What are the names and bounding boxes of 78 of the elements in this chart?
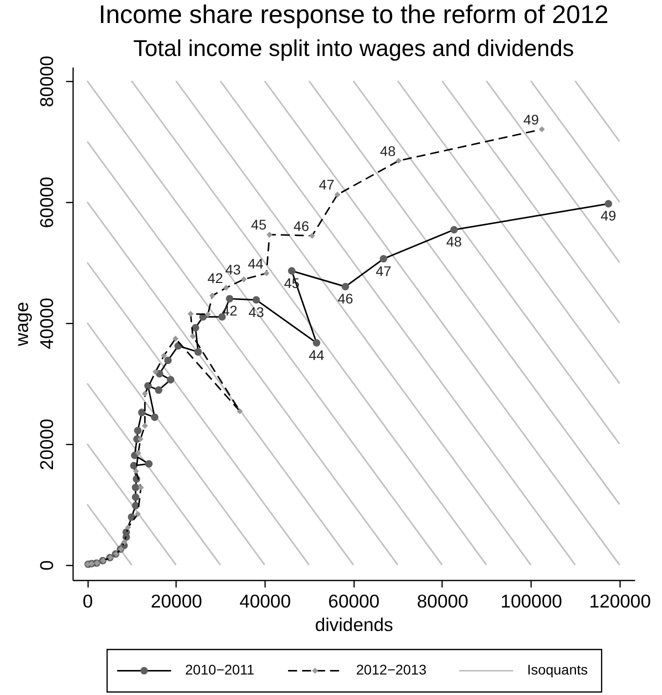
y-tick-label: 80000 <box>36 56 58 108</box>
point <box>309 232 316 239</box>
point <box>194 348 202 356</box>
annotation: 47 <box>318 176 335 193</box>
x-tick-label: 60000 <box>328 590 380 612</box>
point <box>226 294 234 302</box>
point <box>138 484 144 490</box>
point <box>172 336 179 342</box>
annotation: 48 <box>446 234 462 250</box>
x-tick-label: 80000 <box>416 590 468 612</box>
point <box>152 368 159 375</box>
point <box>209 292 216 299</box>
point <box>138 408 146 416</box>
point <box>192 324 200 332</box>
y-tick-label: 0 <box>36 560 58 571</box>
x-axis-title: dividends <box>315 614 394 635</box>
point <box>380 255 388 263</box>
point <box>334 192 340 198</box>
point <box>150 414 158 421</box>
point <box>125 524 132 530</box>
point <box>164 356 172 364</box>
point <box>538 126 545 132</box>
annotation: 44 <box>308 346 325 363</box>
point <box>134 511 141 518</box>
y-tick-label: 60000 <box>36 176 58 228</box>
annotation: 43 <box>248 304 264 320</box>
point <box>188 310 194 317</box>
legend-label: 2010−2011 <box>185 662 255 678</box>
annotation: 46 <box>294 218 310 234</box>
point <box>160 352 167 359</box>
annotation: 45 <box>250 216 267 233</box>
x-tick-label: 120000 <box>589 590 651 612</box>
y-tick-label: 20000 <box>36 418 58 470</box>
x-tick-label: 40000 <box>239 590 291 612</box>
point <box>132 484 140 492</box>
legend-label: Isoquants <box>527 662 588 678</box>
point <box>263 270 270 276</box>
point <box>130 462 138 470</box>
point <box>288 267 296 275</box>
point <box>133 468 140 474</box>
annotation: 43 <box>225 261 242 278</box>
point <box>142 390 148 397</box>
x-tick-label: 100000 <box>500 590 562 612</box>
point <box>154 386 162 394</box>
point <box>604 200 612 208</box>
point <box>190 333 196 340</box>
chart-title: Income share response to the reform of 2012 <box>98 1 609 30</box>
y-axis-title: wage <box>11 302 32 348</box>
point <box>166 376 174 384</box>
annotation: 49 <box>523 111 540 128</box>
point <box>450 226 458 234</box>
point <box>266 232 273 238</box>
annotation: 48 <box>380 142 396 159</box>
point <box>121 538 128 545</box>
point <box>135 450 142 456</box>
point <box>142 422 148 429</box>
annotation: 47 <box>376 262 392 279</box>
chart-subtitle: Total income split into wages and dividends <box>133 35 574 62</box>
annotation: 49 <box>600 208 616 224</box>
annotation: 44 <box>248 255 264 272</box>
point <box>134 426 142 434</box>
point <box>137 436 144 442</box>
point <box>396 158 402 164</box>
point <box>342 282 350 290</box>
x-tick-label: 20000 <box>150 590 202 612</box>
annotation: 46 <box>338 290 354 307</box>
annotation: 42 <box>208 270 224 286</box>
point <box>312 339 320 347</box>
point <box>145 460 153 468</box>
x-tick-label: 0 <box>82 590 93 612</box>
point <box>204 311 211 318</box>
point <box>236 408 243 414</box>
point <box>132 493 140 501</box>
point <box>223 284 230 291</box>
y-tick-label: 40000 <box>36 298 58 350</box>
point <box>252 296 260 304</box>
point <box>240 276 247 282</box>
legend-label: 2012−2013 <box>356 662 427 678</box>
